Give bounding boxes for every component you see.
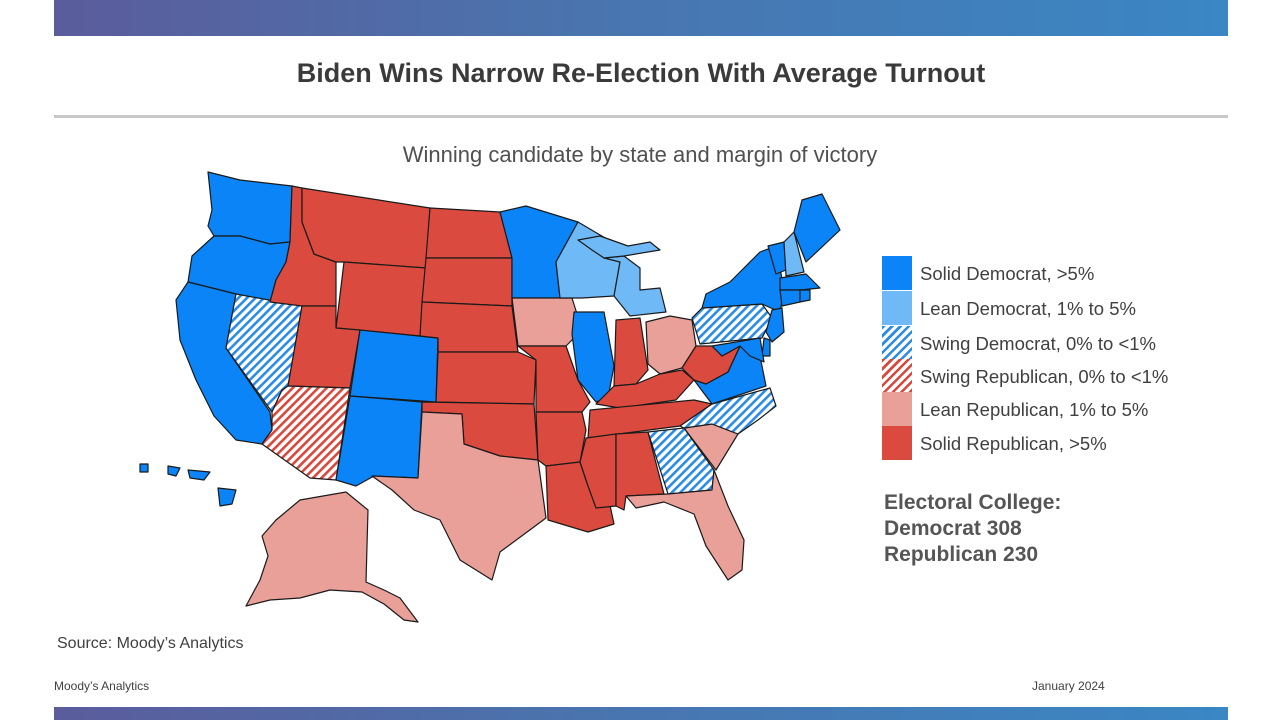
state-MI-upper <box>577 235 661 259</box>
us-election-map <box>139 171 841 623</box>
state-HI-3 <box>167 465 181 477</box>
legend-label: Lean Democrat, 1% to 5% <box>920 298 1136 319</box>
bottom-accent-band <box>54 707 1228 720</box>
legend-swatch <box>882 291 912 325</box>
legend-label: Swing Republican, 0% to <1% <box>920 366 1169 387</box>
state-IN <box>613 317 649 387</box>
state-RI <box>799 289 811 303</box>
title-divider <box>54 115 1228 118</box>
state-DE <box>761 337 771 357</box>
electoral-college-heading: Electoral College: <box>884 491 1062 514</box>
page-title: Biden Wins Narrow Re-Election With Avera… <box>296 58 986 88</box>
footer-company: Moody’s Analytics <box>54 679 150 693</box>
legend-label: Lean Republican, 1% to 5% <box>920 399 1149 420</box>
state-NH <box>783 231 805 277</box>
electoral-college-democrat: Democrat 308 <box>884 517 1022 540</box>
state-TX <box>371 411 547 581</box>
state-HI-2 <box>187 469 211 481</box>
legend-label: Solid Republican, >5% <box>920 433 1107 454</box>
top-accent-band <box>54 0 1228 36</box>
legend-item-swing-republican: Swing Republican, 0% to <1% <box>882 359 1202 393</box>
state-FL <box>625 469 745 581</box>
state-MI <box>603 255 667 317</box>
legend-label: Swing Democrat, 0% to <1% <box>920 333 1156 354</box>
state-ND <box>425 207 513 259</box>
legend-swatch <box>882 392 912 426</box>
legend-item-solid-republican: Solid Republican, >5% <box>882 426 1202 460</box>
state-AZ <box>261 385 351 481</box>
electoral-college-summary: Electoral College: Democrat 308 Republic… <box>884 490 1061 568</box>
legend-swatch <box>882 326 912 360</box>
state-MO <box>517 345 591 413</box>
state-MT <box>301 187 431 269</box>
state-KS <box>435 351 537 405</box>
state-AK <box>245 491 419 623</box>
state-CO <box>349 329 439 403</box>
source-note: Source: Moody’s Analytics <box>57 635 244 652</box>
legend-item-lean-democrat: Lean Democrat, 1% to 5% <box>882 291 1202 325</box>
state-WA <box>207 171 293 245</box>
state-NJ <box>765 307 785 343</box>
legend-item-swing-democrat: Swing Democrat, 0% to <1% <box>882 326 1202 360</box>
electoral-college-republican: Republican 230 <box>884 543 1039 566</box>
state-SD <box>421 257 513 307</box>
legend-swatch <box>882 256 912 290</box>
state-WY <box>335 261 427 337</box>
legend-item-solid-democrat: Solid Democrat, >5% <box>882 256 1202 290</box>
footer-date: January 2024 <box>1032 679 1105 693</box>
state-AR <box>535 411 587 467</box>
state-IA <box>511 297 583 347</box>
state-HI-4 <box>139 463 149 473</box>
state-NC <box>679 387 777 435</box>
state-NM <box>335 395 423 487</box>
legend-swatch <box>882 426 912 460</box>
legend-label: Solid Democrat, >5% <box>920 263 1095 284</box>
state-MD <box>711 337 765 363</box>
legend-item-lean-republican: Lean Republican, 1% to 5% <box>882 392 1202 426</box>
state-MA <box>779 273 821 291</box>
state-ME <box>793 193 841 263</box>
state-HI <box>217 487 237 507</box>
legend-swatch <box>882 359 912 393</box>
map-subtitle: Winning candidate by state and margin of… <box>402 142 878 167</box>
state-CT <box>779 289 801 307</box>
